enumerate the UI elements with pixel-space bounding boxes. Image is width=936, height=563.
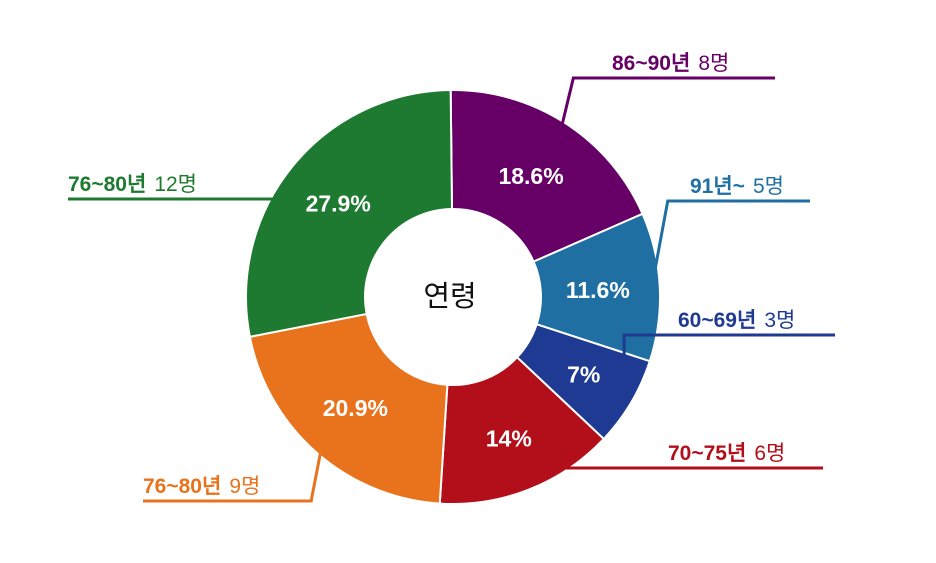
- pie-slice: [245, 89, 454, 338]
- leader-line: [650, 199, 810, 288]
- slice-category: 91년~: [690, 175, 745, 198]
- slice-category-label: 60~69년 3명: [678, 309, 795, 332]
- slice-category: 60~69년: [678, 309, 756, 332]
- slice-count: 9명: [229, 475, 260, 498]
- slice-category-label: 76~80년 12명: [68, 173, 197, 196]
- chart-leader-lines: [68, 76, 835, 503]
- slice-count: 6명: [754, 442, 785, 465]
- slice-percent-label: 7%: [567, 362, 600, 388]
- slice-count: 12명: [154, 173, 197, 196]
- pie-slice: [449, 89, 644, 263]
- slice-percent-label: 20.9%: [323, 395, 388, 421]
- leader-line: [622, 333, 835, 399]
- slice-percent-label: 18.6%: [498, 163, 563, 189]
- slice-category-label: 76~80년 9명: [143, 475, 260, 498]
- slice-count: 8명: [698, 52, 729, 75]
- slice-category-label: 91년~ 5명: [690, 175, 784, 198]
- slice-category-label: 70~75년 6명: [668, 442, 785, 465]
- chart-labels: 18.6% 86~90년 8명 11.6% 91년~ 5명 7% 60~69년 3명 14% 70~…: [68, 52, 795, 498]
- leader-line: [143, 446, 324, 503]
- chart-title: 연령: [423, 279, 476, 313]
- pie-slice: [248, 312, 449, 505]
- leader-line: [559, 76, 775, 131]
- slice-count: 3명: [764, 309, 795, 332]
- leader-line: [524, 466, 823, 483]
- slice-category: 70~75년: [668, 442, 746, 465]
- slice-percent-label: 11.6%: [566, 277, 630, 303]
- slice-percent-label: 27.9%: [306, 191, 371, 217]
- slice-category: 86~90년: [612, 52, 690, 75]
- slice-percent-label: 14%: [486, 425, 532, 451]
- slice-category: 76~80년: [68, 173, 146, 196]
- leader-line: [68, 170, 301, 201]
- slice-category-label: 86~90년 8명: [612, 52, 729, 75]
- slice-category: 76~80년: [143, 475, 221, 498]
- slice-count: 5명: [753, 175, 784, 198]
